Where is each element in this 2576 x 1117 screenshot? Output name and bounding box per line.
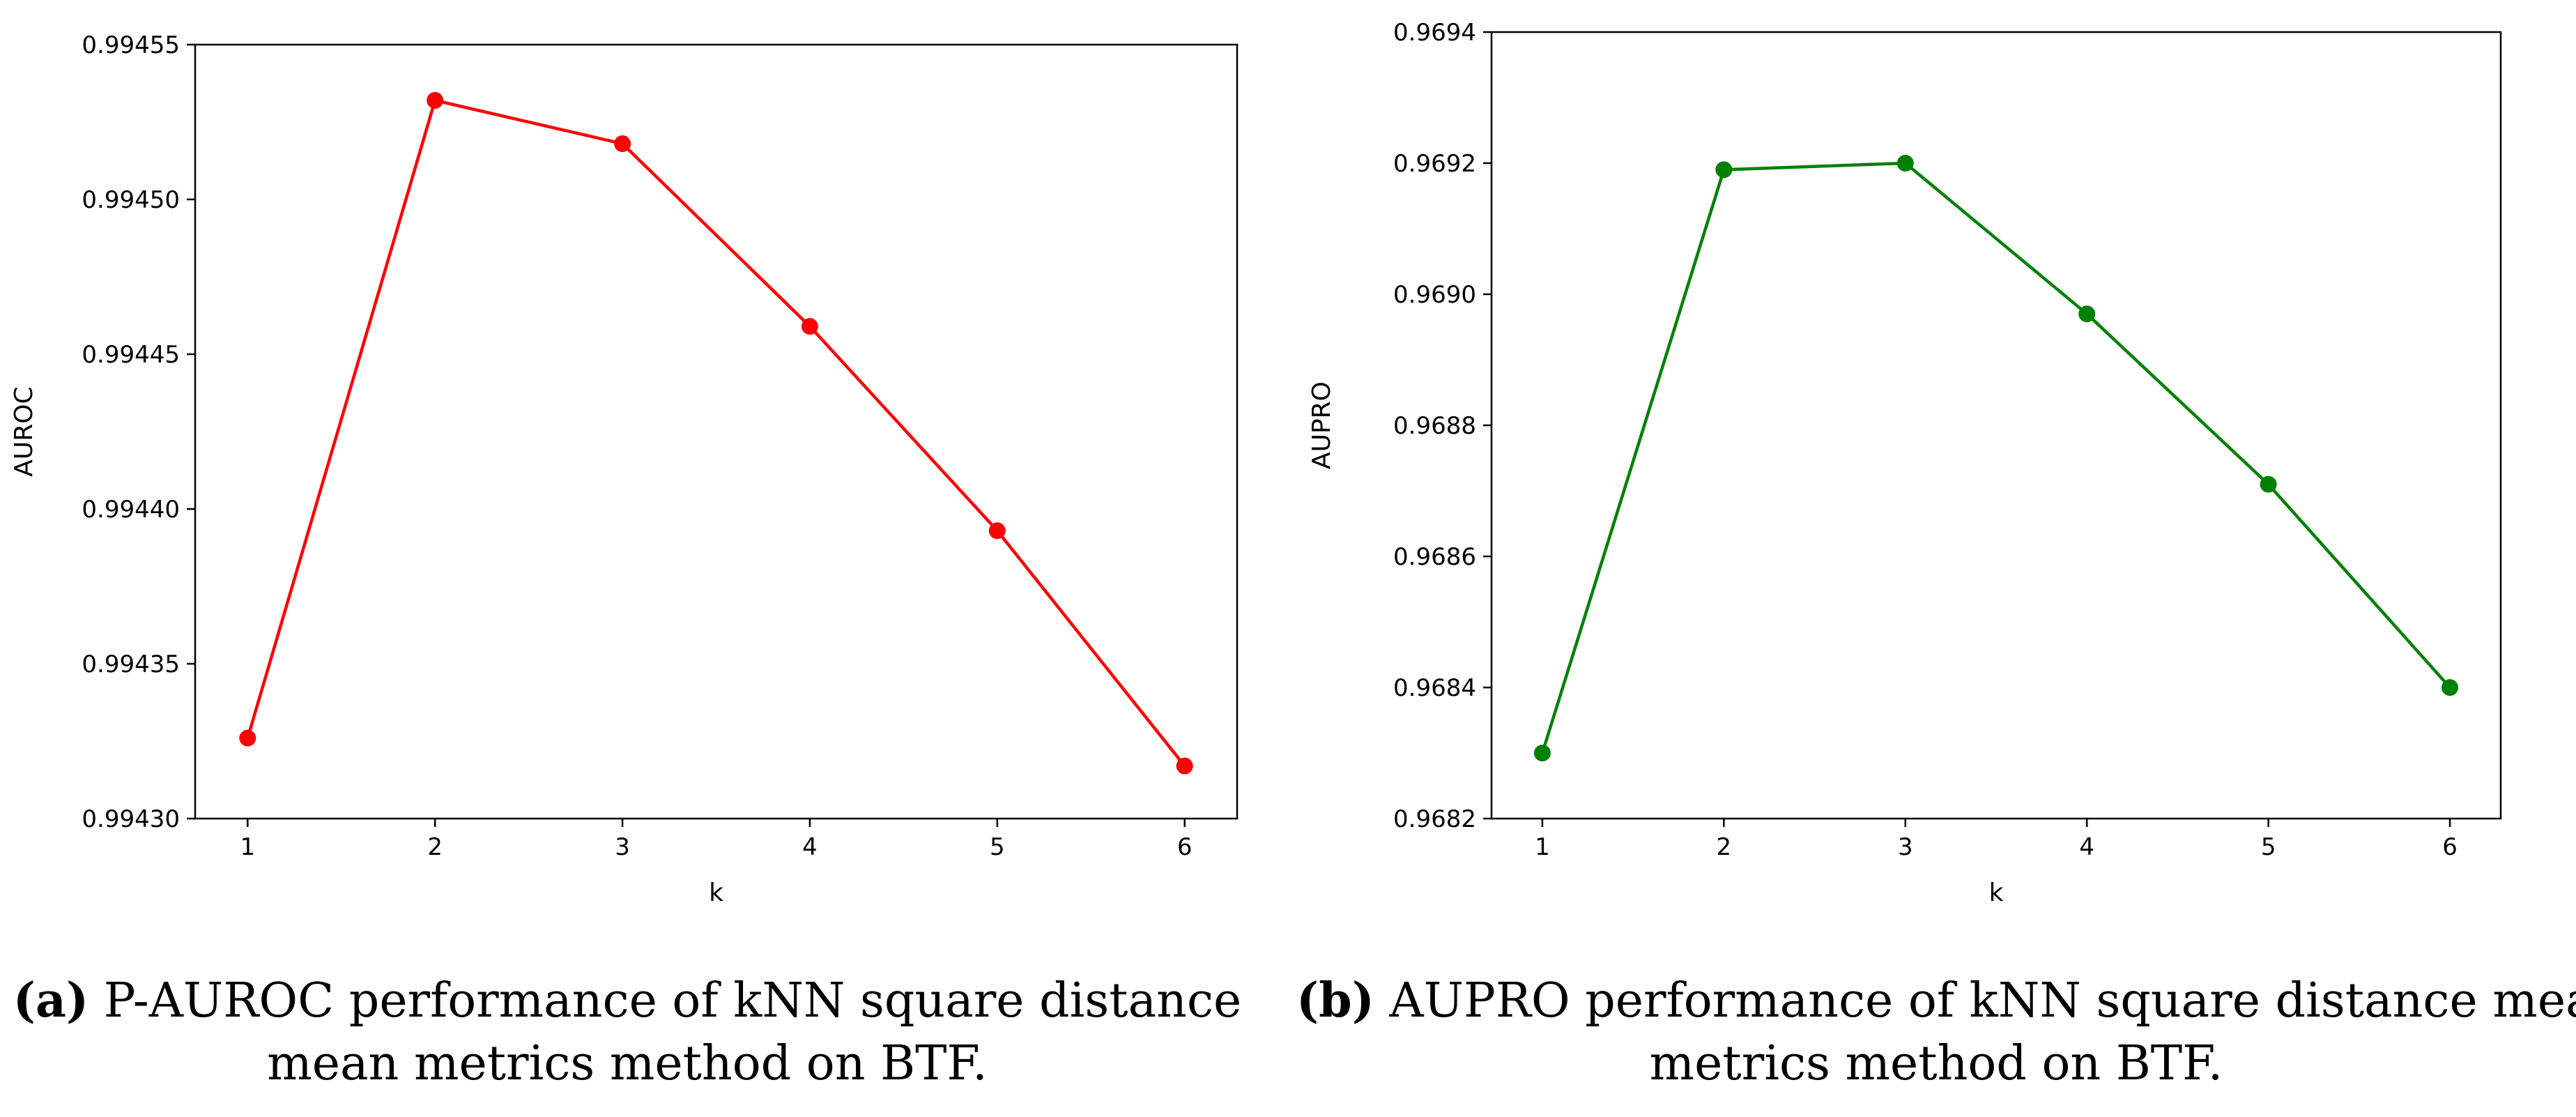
caption-b-text-1: AUPRO performance of kNN square distance… xyxy=(1389,973,2576,1028)
chart-a-ytick-label: 0.99440 xyxy=(82,496,180,524)
chart-a-ytick-label: 0.99445 xyxy=(82,341,180,369)
chart-b-data-point xyxy=(2078,305,2096,323)
chart-a-xtick-label: 5 xyxy=(990,833,1005,861)
chart-b-data-point xyxy=(1715,161,1733,178)
chart-a-xtick-label: 2 xyxy=(427,833,443,861)
chart-b-data-point xyxy=(1896,155,1914,172)
chart-b-ytick-label: 0.9692 xyxy=(1393,150,1476,178)
chart-a-data-point xyxy=(1176,757,1193,775)
caption-a-line-2: mean metrics method on BTF. xyxy=(267,1036,988,1091)
chart-b-data-point xyxy=(2441,679,2459,696)
caption-a-text-1: P-AUROC performance of kNN square distan… xyxy=(103,973,1242,1028)
chart-a-xtick-label: 1 xyxy=(240,833,255,861)
chart-a-ylabel: AUROC xyxy=(10,386,38,476)
chart-b-xtick-label: 6 xyxy=(2442,833,2458,861)
chart-a-ytick-label: 0.99455 xyxy=(82,31,180,59)
chart-a-xlabel: k xyxy=(709,879,723,907)
chart-a-series-line xyxy=(246,98,1186,767)
chart-b-xtick-label: 3 xyxy=(1898,833,1913,861)
chart-b-xtick-label: 2 xyxy=(1717,833,1732,861)
chart-a-ytick-label: 0.99435 xyxy=(82,651,180,678)
chart-b-data-point xyxy=(2260,476,2277,493)
caption-b: (b) AUPRO performance of kNN square dist… xyxy=(1296,969,2576,1095)
chart-b-ytick-label: 0.9690 xyxy=(1393,281,1476,309)
caption-b-line-2: metrics method on BTF. xyxy=(1649,1036,2223,1091)
caption-a-tag: (a) xyxy=(13,973,89,1028)
chart-a-ytick-label: 0.99450 xyxy=(82,186,180,214)
chart-b-series-line xyxy=(1540,161,2451,754)
chart-a-xtick-label: 6 xyxy=(1177,833,1193,861)
chart-b-data-point xyxy=(1533,745,1551,761)
chart-a-xtick-label: 3 xyxy=(615,833,630,861)
caption-a: (a) P-AUROC performance of kNN square di… xyxy=(0,969,1255,1095)
chart-b-xlabel: k xyxy=(1989,879,2004,907)
chart-a-data-point xyxy=(614,135,631,153)
chart-b-ytick-label: 0.9682 xyxy=(1393,805,1476,833)
chart-a-data-point xyxy=(239,729,256,747)
chart-b-xtick-label: 4 xyxy=(2079,833,2094,861)
chart-b-xtick-label: 1 xyxy=(1535,833,1550,861)
chart-a-data-point xyxy=(427,91,444,109)
chart-b-ylabel: AUPRO xyxy=(1308,381,1336,469)
chart-b-ytick-label: 0.9686 xyxy=(1393,543,1476,571)
chart-a-ytick-label: 0.99430 xyxy=(82,805,180,833)
caption-b-tag: (b) xyxy=(1296,973,1374,1028)
chart-a-data-point xyxy=(801,318,818,335)
chart-b-ytick-label: 0.9688 xyxy=(1393,412,1476,440)
chart-a-xtick-label: 4 xyxy=(802,833,818,861)
caption-a-line-1: (a) P-AUROC performance of kNN square di… xyxy=(0,969,1255,1033)
chart-b-ytick-label: 0.9684 xyxy=(1393,674,1476,702)
chart-a-data-point xyxy=(988,522,1006,540)
chart-a-plot-frame xyxy=(194,43,1239,820)
chart-b-xtick-label: 5 xyxy=(2261,833,2276,861)
chart-b-ytick-label: 0.9694 xyxy=(1393,19,1476,47)
caption-b-line-1: (b) AUPRO performance of kNN square dist… xyxy=(1296,969,2576,1033)
